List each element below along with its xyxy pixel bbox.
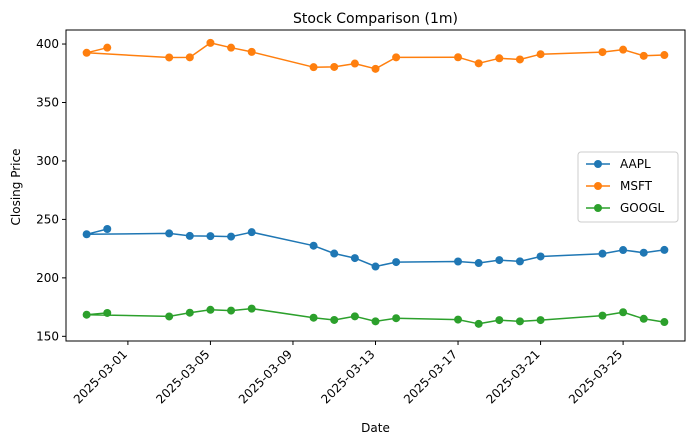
data-point-msft <box>536 50 545 59</box>
legend-swatch-marker-aapl <box>594 160 602 168</box>
data-point-googl <box>350 312 359 321</box>
data-point-googl <box>598 311 607 320</box>
legend-label-googl: GOOGL <box>620 201 664 215</box>
data-point-googl <box>495 316 504 325</box>
data-point-aapl <box>350 254 359 263</box>
data-point-msft <box>515 55 524 64</box>
data-point-googl <box>660 318 669 327</box>
legend-swatch-marker-msft <box>594 182 602 190</box>
data-point-googl <box>227 306 236 315</box>
data-point-googl <box>103 308 112 317</box>
data-point-aapl <box>598 249 607 258</box>
data-point-msft <box>82 48 91 57</box>
data-point-msft <box>639 51 648 60</box>
data-point-googl <box>247 304 256 313</box>
data-point-msft <box>495 54 504 63</box>
data-point-googl <box>309 313 318 322</box>
data-point-msft <box>474 59 483 68</box>
data-point-msft <box>350 59 359 68</box>
data-point-msft <box>330 62 339 71</box>
data-point-aapl <box>103 224 112 233</box>
data-point-aapl <box>330 249 339 258</box>
data-point-googl <box>330 315 339 324</box>
data-point-googl <box>639 314 648 323</box>
y-tick-label: 150 <box>36 329 59 343</box>
data-point-msft <box>165 53 174 62</box>
data-point-msft <box>103 43 112 52</box>
data-point-aapl <box>392 258 401 267</box>
y-axis: 150 200 250 300 350 400 <box>36 37 66 343</box>
data-point-aapl <box>639 248 648 257</box>
chart-title: Stock Comparison (1m) <box>293 11 458 27</box>
legend-box <box>577 151 679 223</box>
data-point-googl <box>474 319 483 328</box>
legend-label-msft: MSFT <box>620 179 653 193</box>
data-point-googl <box>392 314 401 323</box>
data-point-msft <box>247 47 256 56</box>
data-point-googl <box>619 308 628 317</box>
data-point-aapl <box>206 232 215 241</box>
data-point-aapl <box>165 229 174 238</box>
data-point-aapl <box>454 257 463 266</box>
data-point-googl <box>536 316 545 325</box>
data-point-msft <box>454 53 463 62</box>
x-axis-label: Date <box>361 421 390 435</box>
data-point-msft <box>206 38 215 47</box>
data-point-msft <box>660 51 669 60</box>
data-point-googl <box>82 310 91 319</box>
data-point-msft <box>309 63 318 72</box>
legend-label-aapl: AAPL <box>620 157 651 171</box>
y-tick-label: 350 <box>36 95 59 109</box>
y-tick-label: 250 <box>36 212 59 226</box>
data-point-googl <box>206 305 215 314</box>
data-point-googl <box>165 312 174 321</box>
legend-swatch-marker-googl <box>594 204 602 212</box>
data-point-aapl <box>536 252 545 261</box>
y-axis-label: Closing Price <box>9 149 23 226</box>
data-point-googl <box>371 317 380 326</box>
data-point-aapl <box>619 246 628 255</box>
data-point-msft <box>392 53 401 62</box>
data-point-msft <box>619 45 628 54</box>
data-point-msft <box>227 43 236 52</box>
data-point-aapl <box>82 230 91 239</box>
plot-content <box>82 38 669 328</box>
data-point-aapl <box>474 259 483 268</box>
data-point-aapl <box>495 256 504 265</box>
data-point-aapl <box>185 231 194 240</box>
data-point-aapl <box>309 241 318 250</box>
data-point-msft <box>185 53 194 62</box>
data-point-googl <box>515 317 524 326</box>
data-point-msft <box>371 64 380 73</box>
legend: AAPL MSFT GOOGL <box>577 151 679 223</box>
data-point-aapl <box>515 257 524 266</box>
y-tick-label: 200 <box>36 271 59 285</box>
data-point-aapl <box>247 228 256 237</box>
data-point-aapl <box>371 262 380 271</box>
y-tick-label: 300 <box>36 154 59 168</box>
y-tick-label: 400 <box>36 37 59 51</box>
data-point-googl <box>185 308 194 317</box>
data-point-aapl <box>660 245 669 254</box>
data-point-msft <box>598 48 607 57</box>
data-point-aapl <box>227 232 236 241</box>
data-point-googl <box>454 315 463 324</box>
